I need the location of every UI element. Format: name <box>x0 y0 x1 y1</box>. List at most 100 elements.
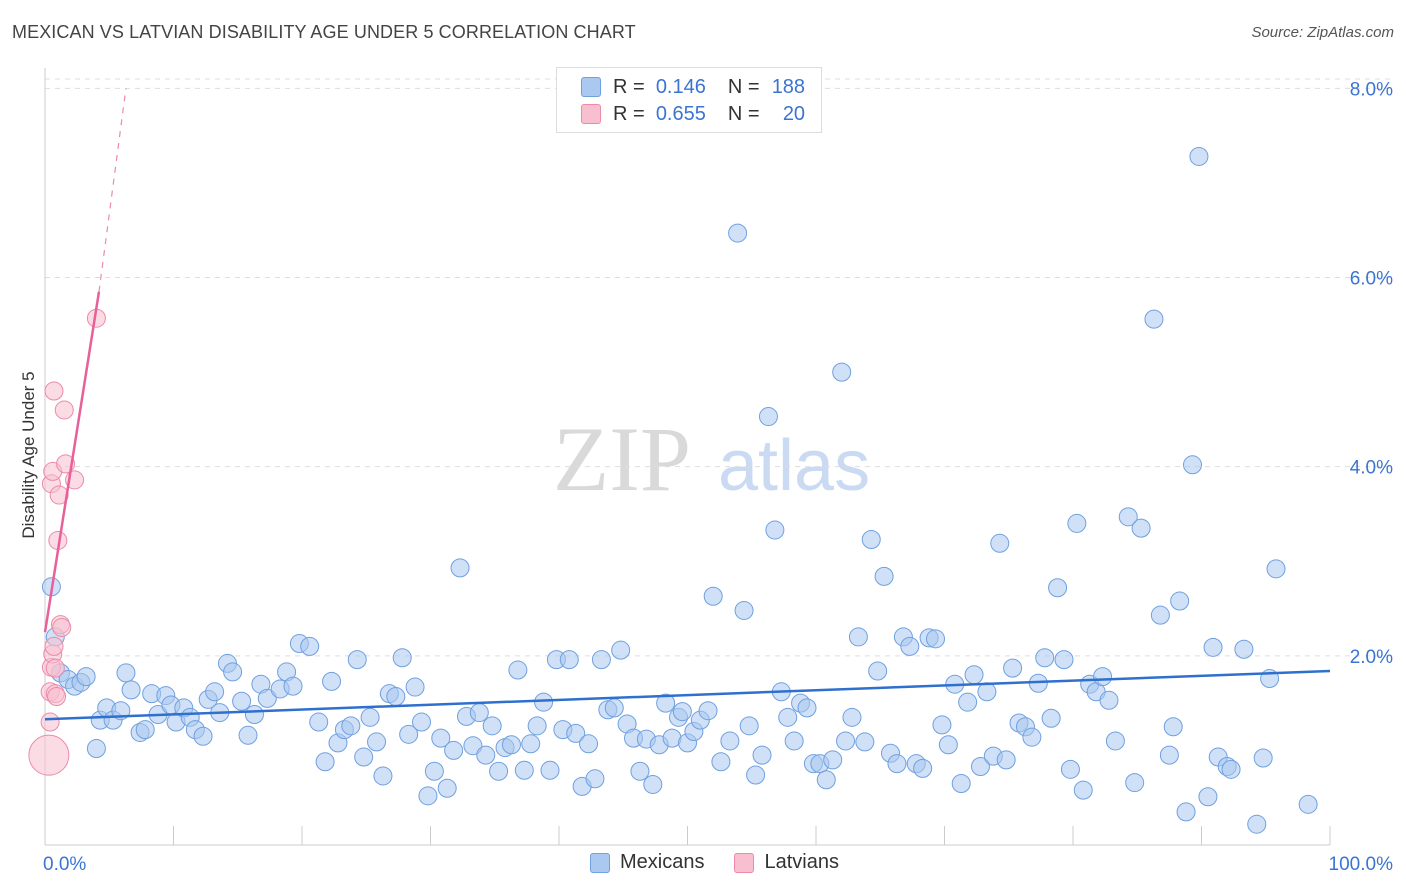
mexicans-point <box>116 663 136 683</box>
mexicans-point <box>232 691 252 711</box>
mexicans-point <box>347 650 367 670</box>
mexicans-point <box>720 731 740 751</box>
mexicans-point <box>672 702 692 722</box>
mexicans-point <box>1131 518 1151 538</box>
mexicans-point <box>1298 794 1318 814</box>
legend-r-value: 0.655 <box>655 102 706 125</box>
latvians-point <box>45 658 65 678</box>
latvians-point <box>44 636 64 656</box>
mexicans-point <box>121 680 141 700</box>
x-tick-label: 0.0% <box>43 854 86 875</box>
mexicans-point <box>643 774 663 794</box>
mexicans-point <box>900 636 920 656</box>
mexicans-point <box>1247 814 1267 834</box>
mexicans-point <box>611 640 631 660</box>
mexicans-point <box>855 732 875 752</box>
mexicans-point <box>932 715 952 735</box>
mexicans-point <box>341 716 361 736</box>
latvians-swatch <box>734 852 755 873</box>
legend-r-label: R = <box>613 75 645 98</box>
mexicans-point <box>951 774 971 794</box>
mexicans-point <box>566 723 586 743</box>
mexicans-point <box>990 533 1010 553</box>
mexicans-point <box>559 650 579 670</box>
x-tick-label: 100.0% <box>1329 854 1394 875</box>
mexicans-point <box>482 716 502 736</box>
mexicans-point <box>958 692 978 712</box>
legend-n-value: 20 <box>782 102 806 125</box>
mexicans-point <box>193 726 213 746</box>
mexicans-point <box>861 530 881 550</box>
latvians-point <box>44 381 64 401</box>
mexicans-point <box>1183 455 1203 475</box>
latvians-point <box>47 687 67 707</box>
y-axis-label: Disability Age Under 5 <box>19 371 38 538</box>
mexicans-point <box>86 739 106 759</box>
latvians-point <box>49 485 69 505</box>
mexicans-point <box>585 769 605 789</box>
mexicans-point <box>848 627 868 647</box>
latvians-point <box>52 617 72 637</box>
mexicans-point <box>630 761 650 781</box>
mexicans-point <box>1073 780 1093 800</box>
mexicans-point <box>1054 650 1074 670</box>
legend-row-latvians: R = 0.655 N = 20 <box>581 102 805 126</box>
mexicans-point <box>437 778 457 798</box>
mexicans-point <box>223 662 243 682</box>
mexicans-point <box>405 677 425 697</box>
mexicans-point <box>463 736 483 756</box>
mexicans-point <box>367 732 387 752</box>
mexicans-point <box>424 761 444 781</box>
mexicans-point <box>315 752 335 772</box>
mexicans-point <box>784 731 804 751</box>
mexicans-point <box>1163 717 1183 737</box>
mexicans-point <box>823 750 843 770</box>
legend-label-latvians: Latvians <box>764 851 839 873</box>
mexicans-point <box>1003 658 1023 678</box>
mexicans-point <box>244 704 264 724</box>
mexicans-point <box>996 750 1016 770</box>
latvians-trendline <box>43 291 101 633</box>
mexicans-point <box>836 731 856 751</box>
mexicans-point <box>508 660 528 680</box>
mexicans-point <box>797 698 817 718</box>
mexicans-point <box>758 407 778 427</box>
mexicans-point <box>1198 787 1218 807</box>
latvians-trendline-extension <box>98 88 127 292</box>
watermark-atlas: atlas <box>718 426 870 506</box>
y-tick-label: 8.0% <box>1350 79 1393 100</box>
mexicans-point <box>205 682 225 702</box>
mexicans-point <box>1176 802 1196 822</box>
mexicans-point <box>322 671 342 691</box>
mexicans-point <box>1144 309 1164 329</box>
mexicans-point <box>1060 759 1080 779</box>
mexicans-point <box>656 693 676 713</box>
mexicans-point <box>283 676 303 696</box>
mexicans-point <box>579 734 599 754</box>
legend-label-mexicans: Mexicans <box>620 851 705 873</box>
legend-n-value: 188 <box>771 75 806 98</box>
latvians-point <box>28 734 70 776</box>
mexicans-point <box>1266 559 1286 579</box>
mexicans-point <box>1253 748 1273 768</box>
mexicans-point <box>1067 513 1087 533</box>
mexicans-point <box>711 752 731 772</box>
mexicans-point <box>431 728 451 748</box>
legend-item-mexicans: Mexicans <box>590 851 704 874</box>
mexicans-point <box>604 698 624 718</box>
latvians-point <box>40 712 60 732</box>
mexicans-point <box>868 661 888 681</box>
mexicans-point <box>1022 727 1042 747</box>
mexicans-point <box>1093 667 1113 687</box>
mexicans-swatch <box>581 77 601 97</box>
mexicans-point <box>76 667 96 687</box>
mexicans-point <box>1048 578 1068 598</box>
mexicans-point <box>734 600 754 620</box>
mexicans-point <box>913 758 933 778</box>
series-legend: Mexicans Latvians <box>590 851 869 874</box>
mexicans-point <box>386 687 406 707</box>
mexicans-point <box>412 712 432 732</box>
mexicans-point <box>728 223 748 243</box>
mexicans-point <box>977 682 997 702</box>
mexicans-point <box>1099 690 1119 710</box>
